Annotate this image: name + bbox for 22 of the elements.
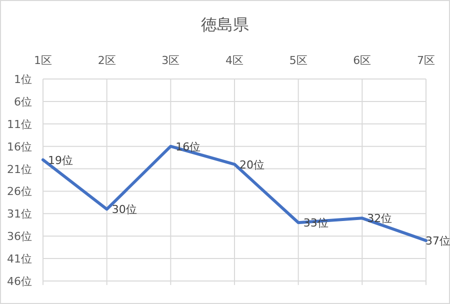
data-label: 30位 bbox=[112, 203, 137, 216]
y-tick-label: 41位 bbox=[7, 252, 32, 266]
data-label: 20位 bbox=[240, 158, 264, 172]
x-tick-label: 3区 bbox=[162, 54, 180, 67]
y-tick-label: 1位 bbox=[14, 73, 32, 86]
data-label: 19位 bbox=[48, 154, 73, 167]
y-tick-label: 31位 bbox=[7, 208, 32, 221]
data-label: 37位 bbox=[426, 234, 450, 248]
y-tick-label: 21位 bbox=[7, 162, 32, 176]
y-tick-label: 6位 bbox=[14, 95, 32, 108]
x-tick-label: 7区 bbox=[417, 54, 435, 67]
x-tick-label: 4区 bbox=[226, 54, 244, 67]
y-tick-label: 16位 bbox=[7, 140, 32, 154]
x-tick-label: 1区 bbox=[34, 54, 52, 67]
y-tick-label: 26位 bbox=[7, 185, 32, 198]
y-tick-label: 11位 bbox=[7, 118, 32, 131]
x-tick-label: 2区 bbox=[98, 54, 116, 67]
y-tick-label: 46位 bbox=[7, 275, 32, 288]
x-tick-label: 5区 bbox=[289, 54, 308, 67]
chart-title: 徳島県 bbox=[201, 15, 249, 34]
y-tick-label: 36位 bbox=[7, 230, 32, 244]
x-tick-label: 6区 bbox=[353, 54, 372, 67]
